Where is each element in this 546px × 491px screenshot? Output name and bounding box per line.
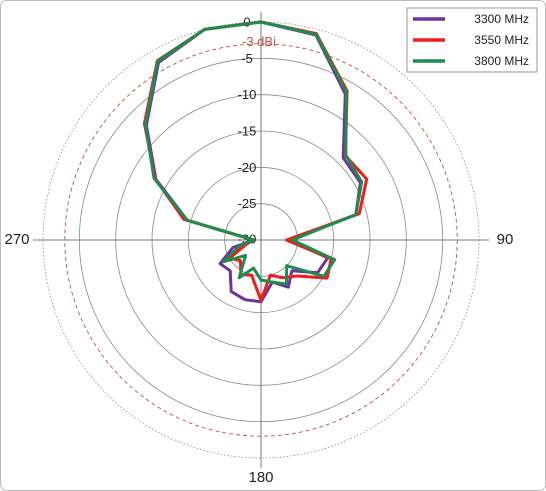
r-tick-label: -25 bbox=[238, 196, 257, 211]
r-tick-label: -10 bbox=[238, 87, 257, 102]
r-tick-label: -5 bbox=[241, 51, 253, 66]
grid-ring bbox=[151, 130, 371, 350]
r-tick-label: -15 bbox=[238, 123, 257, 138]
grid-ring bbox=[187, 166, 335, 314]
grid-ring bbox=[78, 57, 444, 423]
angle-label: 270 bbox=[4, 231, 29, 248]
pattern-line bbox=[143, 20, 364, 286]
angle-label: 90 bbox=[497, 231, 514, 248]
r-tick-label: 0 bbox=[243, 14, 250, 29]
angle-label: 180 bbox=[248, 469, 273, 486]
reference-ring bbox=[64, 43, 458, 437]
r-tick-label: -20 bbox=[238, 160, 257, 175]
grid-ring bbox=[224, 203, 298, 277]
reference-label: -3 dBi bbox=[242, 34, 276, 49]
legend-label: 3550 MHz bbox=[474, 33, 529, 47]
legend-label: 3800 MHz bbox=[474, 54, 529, 68]
grid-ring bbox=[115, 94, 407, 386]
legend-label: 3300 MHz bbox=[474, 12, 529, 26]
